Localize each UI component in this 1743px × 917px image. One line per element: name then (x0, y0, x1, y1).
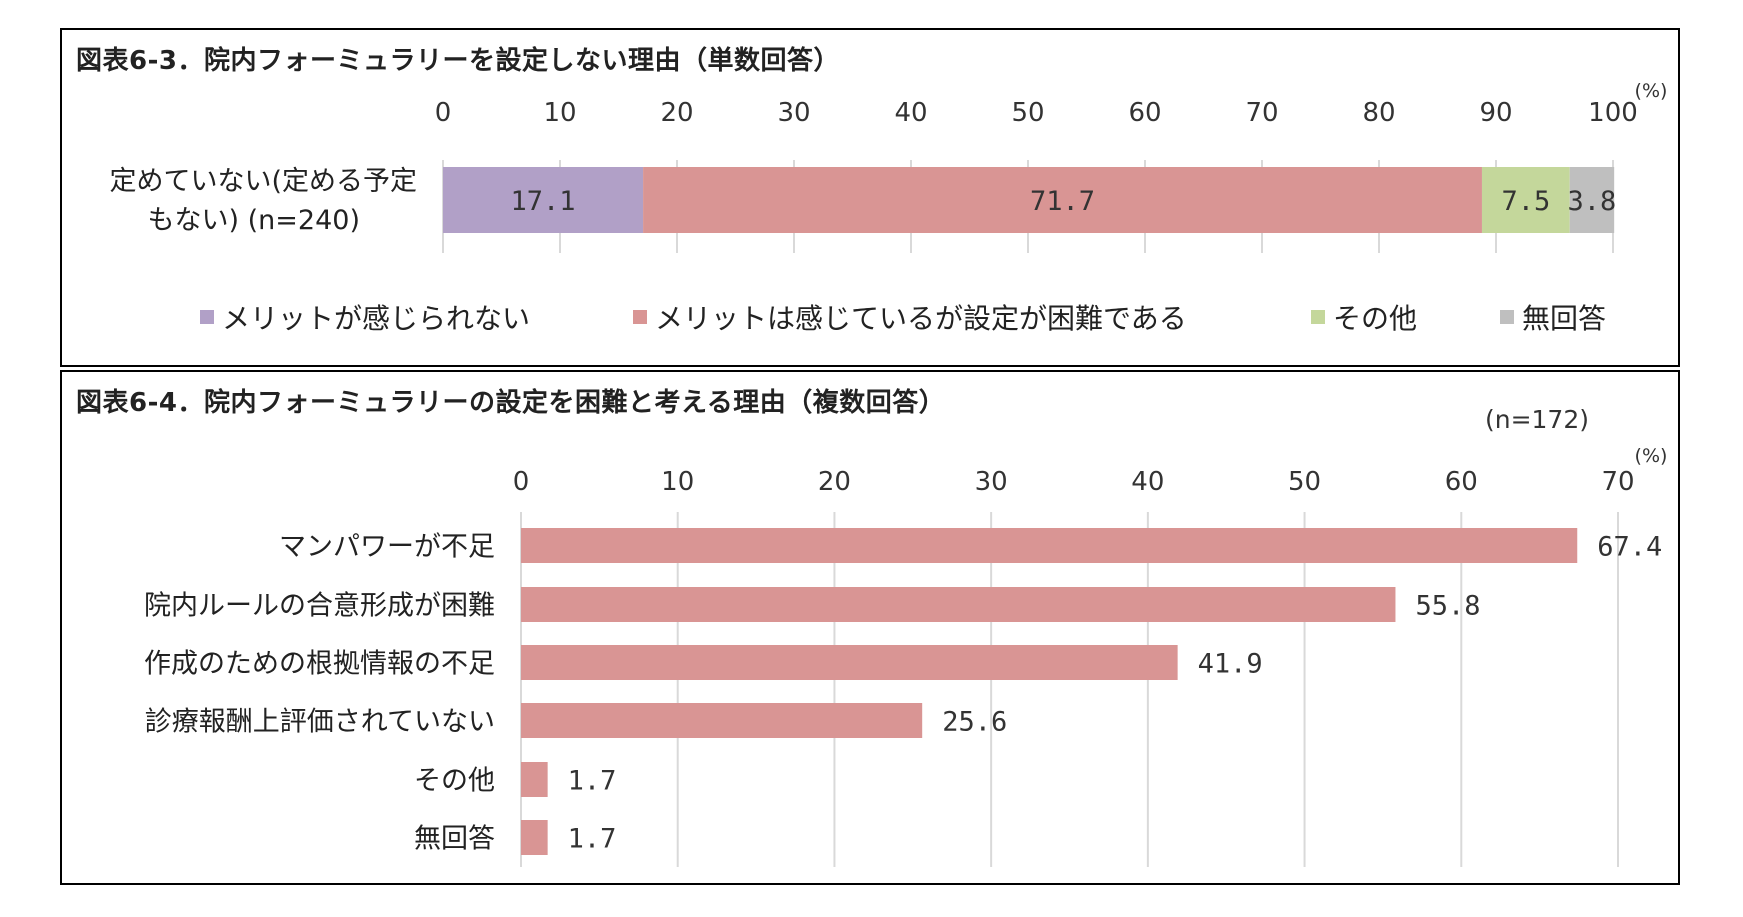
legend-swatch (633, 310, 647, 324)
x-tick-label: 10 (661, 467, 694, 497)
stacked-bar-segment (1481, 167, 1570, 233)
data-label: 7.5 (1501, 186, 1550, 217)
bar (521, 645, 1178, 680)
data-label: 1.7 (568, 824, 617, 855)
x-tick-label: 40 (1131, 467, 1164, 497)
legend-label: メリットが感じられない (222, 302, 530, 335)
x-tick-label: 60 (1128, 98, 1161, 128)
stacked-bar-segment (443, 167, 644, 233)
data-label: 17.1 (511, 186, 576, 217)
legend-label: その他 (1333, 302, 1417, 335)
data-label: 67.4 (1597, 532, 1662, 563)
stacked-bar-segment (1569, 167, 1615, 233)
unit-label: (%) (1635, 445, 1668, 467)
chart-title: 図表6-4．院内フォーミュラリーの設定を困難と考える理由（複数回答） (76, 388, 946, 418)
legend-swatch (200, 310, 214, 324)
legend-swatch (1500, 310, 1514, 324)
bar (521, 762, 548, 797)
category-label: その他 (414, 766, 495, 797)
category-label: もない) (n=240) (148, 205, 360, 236)
category-label: 院内ルールの合意形成が困難 (144, 591, 495, 622)
stacked-bar-segment (643, 167, 1482, 233)
data-label: 3.8 (1568, 186, 1617, 217)
category-label: 定めていない(定める予定 (109, 166, 417, 197)
category-label: 無回答 (414, 824, 495, 855)
bar (521, 587, 1396, 622)
category-label: マンパワーが不足 (279, 532, 495, 563)
bar (521, 820, 548, 855)
x-tick-label: 90 (1479, 98, 1512, 128)
x-tick-label: 50 (1011, 98, 1044, 128)
chart-panel-6-4: 図表6-4．院内フォーミュラリーの設定を困難と考える理由（複数回答） (60, 370, 1680, 885)
x-tick-label: 100 (1588, 98, 1638, 128)
x-tick-label: 70 (1245, 98, 1278, 128)
bar (521, 703, 923, 738)
chart-title: 図表6-3．院内フォーミュラリーを設定しない理由（単数回答） (76, 46, 840, 76)
x-tick-label: 80 (1362, 98, 1395, 128)
x-tick-label: 0 (435, 98, 452, 128)
x-tick-label: 60 (1445, 467, 1478, 497)
legend-label: メリットは感じているが設定が困難である (655, 302, 1187, 335)
data-label: 1.7 (568, 766, 617, 797)
x-tick-label: 50 (1288, 467, 1321, 497)
data-label: 55.8 (1415, 591, 1480, 622)
x-tick-label: 20 (660, 98, 693, 128)
data-label: 41.9 (1198, 649, 1263, 680)
x-tick-label: 10 (543, 98, 576, 128)
x-tick-label: 30 (975, 467, 1008, 497)
x-tick-label: 20 (818, 467, 851, 497)
category-label: 診療報酬上評価されていない (145, 707, 495, 738)
legend-swatch (1311, 310, 1325, 324)
x-tick-label: 0 (513, 467, 530, 497)
x-tick-label: 40 (894, 98, 927, 128)
x-tick-label: 30 (777, 98, 810, 128)
data-label: 25.6 (942, 707, 1007, 738)
x-tick-label: 70 (1601, 467, 1634, 497)
sample-size-label: (n=172) (1485, 405, 1589, 434)
category-label: 作成のための根拠情報の不足 (144, 649, 495, 680)
legend-label: 無回答 (1522, 302, 1606, 335)
data-label: 71.7 (1030, 186, 1095, 217)
unit-label: (%) (1635, 80, 1668, 102)
bar (521, 528, 1578, 563)
